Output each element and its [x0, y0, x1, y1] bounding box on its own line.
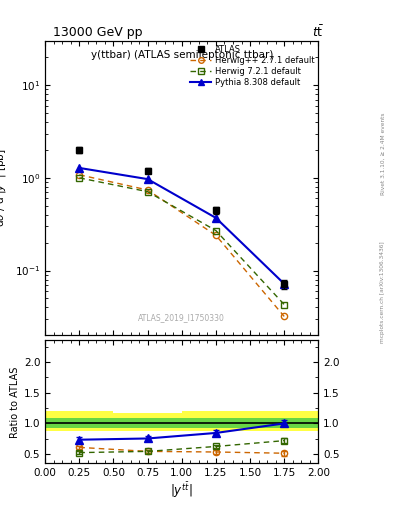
Bar — [250, 411, 318, 431]
Text: t$\bar{\rm t}$: t$\bar{\rm t}$ — [312, 25, 324, 40]
Text: mcplots.cern.ch [arXiv:1306.3436]: mcplots.cern.ch [arXiv:1306.3436] — [380, 241, 385, 343]
Bar — [182, 411, 250, 431]
Y-axis label: Ratio to ATLAS: Ratio to ATLAS — [9, 366, 20, 438]
Bar — [45, 418, 318, 428]
Legend: ATLAS, Herwig++ 2.7.1 default, Herwig 7.2.1 default, Pythia 8.308 default: ATLAS, Herwig++ 2.7.1 default, Herwig 7.… — [189, 44, 316, 89]
Y-axis label: d$\sigma$ / d |$y^{t\bar{t}}$| [pb]: d$\sigma$ / d |$y^{t\bar{t}}$| [pb] — [0, 149, 9, 227]
Bar — [114, 413, 182, 431]
Text: y(ttbar) (ATLAS semileptonic ttbar): y(ttbar) (ATLAS semileptonic ttbar) — [90, 50, 273, 60]
X-axis label: |$y^{t\bar{t}}$|: |$y^{t\bar{t}}$| — [171, 481, 193, 501]
Bar — [45, 411, 114, 431]
Text: ATLAS_2019_I1750330: ATLAS_2019_I1750330 — [138, 313, 225, 322]
Text: 13000 GeV pp: 13000 GeV pp — [53, 26, 143, 39]
Text: Rivet 3.1.10, ≥ 2.4M events: Rivet 3.1.10, ≥ 2.4M events — [380, 112, 385, 195]
